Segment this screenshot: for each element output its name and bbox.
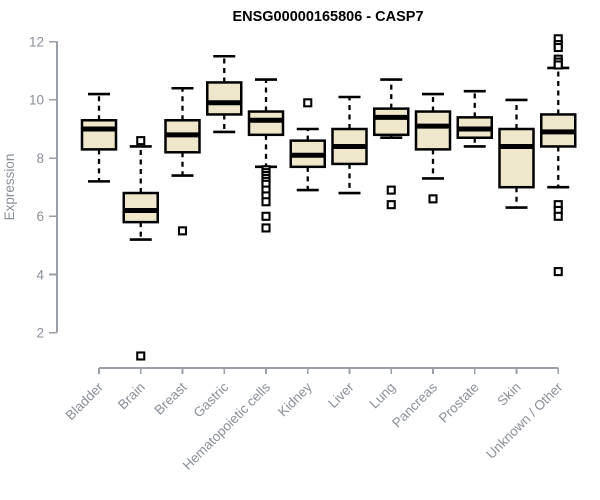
y-tick-label-12: 12: [29, 35, 44, 50]
y-tick-label-4: 4: [36, 267, 44, 282]
category-label-gastric: Gastric: [191, 379, 232, 420]
category-label-breast: Breast: [151, 379, 189, 417]
y-axis: 2 4 6 8 10 12: [29, 35, 58, 341]
box-lung: [373, 107, 410, 137]
boxplot-kidney: [289, 98, 326, 192]
box-bladder: [80, 119, 118, 151]
boxplot-liver: [331, 95, 368, 195]
box-hematopoietic-cells: [247, 110, 285, 137]
chart-title: ENSG00000165806 - CASP7: [232, 9, 423, 25]
category-label-kidney: Kidney: [275, 379, 315, 419]
outlier-lung: [386, 185, 396, 195]
boxplot-unknown-other: [540, 34, 577, 277]
y-tick-label-2: 2: [36, 326, 44, 341]
boxplot-pancreas: [414, 92, 452, 204]
outlier-breast: [177, 226, 188, 236]
category-label-prostate: Prostate: [436, 380, 482, 426]
y-axis-label: Expression: [2, 154, 17, 221]
boxplot-brain: [122, 136, 159, 361]
outlier-pancreas: [428, 194, 438, 204]
outlier-unknown-other: [553, 211, 563, 221]
y-tick-label-6: 6: [36, 209, 44, 224]
box-gastric: [206, 81, 243, 116]
box-skin: [498, 127, 535, 189]
category-label-pancreas: Pancreas: [389, 379, 440, 430]
outlier-brain: [136, 351, 146, 361]
outlier-hematopoietic-cells: [261, 223, 271, 233]
boxplot-bladder: [80, 92, 118, 183]
outlier-unknown-other: [553, 267, 563, 277]
outlier-kidney: [303, 98, 313, 108]
boxplot-marks: [80, 34, 577, 361]
outlier-hematopoietic-cells: [261, 197, 271, 207]
category-label-lung: Lung: [367, 380, 399, 412]
boxplot-gastric: [206, 54, 243, 134]
outlier-brain: [136, 136, 146, 146]
y-tick-label-8: 8: [36, 151, 44, 166]
category-label-bladder: Bladder: [63, 379, 107, 423]
boxplot-skin: [498, 98, 535, 209]
category-label-brain: Brain: [115, 380, 148, 413]
box-pancreas: [414, 110, 452, 151]
box-brain: [122, 191, 159, 224]
y-tick-label-10: 10: [29, 93, 44, 108]
boxplot-hematopoietic-cells: [247, 78, 285, 233]
outlier-lung: [386, 200, 396, 210]
outlier-unknown-other: [553, 42, 563, 53]
category-label-liver: Liver: [325, 379, 357, 411]
boxplot-prostate: [456, 89, 493, 148]
outlier-hematopoietic-cells: [261, 211, 271, 221]
boxplot-lung: [373, 78, 410, 210]
category-label-unknown-other: Unknown / Other: [483, 379, 566, 462]
outlier-unknown-other: [553, 60, 563, 70]
boxplot-breast: [164, 86, 201, 236]
category-label-skin: Skin: [494, 380, 523, 409]
